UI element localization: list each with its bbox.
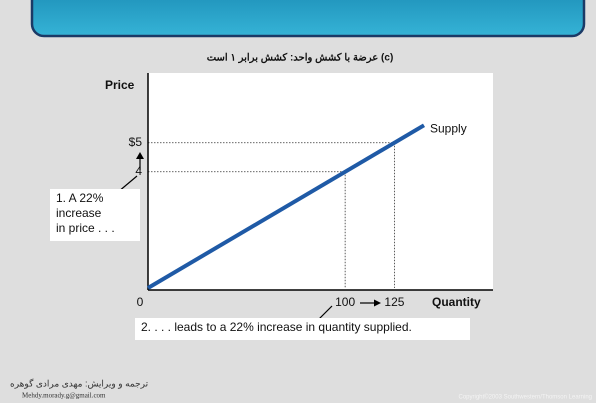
x-axis-label: Quantity (432, 295, 481, 309)
series-line (146, 123, 426, 290)
x-tick-label: 100 (335, 295, 355, 309)
arrow-head (136, 152, 144, 159)
annotation-text: 2. . . . leads to a 22% increase in quan… (141, 320, 412, 334)
x-tick-label: 0 (137, 295, 144, 309)
annotation-text: increase (56, 206, 102, 220)
x-tick-label: 125 (384, 295, 404, 309)
series-label: Supply (430, 121, 467, 135)
copyright: Copyright©2003 Southwestern/Thomson Lear… (459, 394, 593, 401)
arrow-head (374, 299, 381, 307)
y-tick-label: $5 (129, 135, 143, 149)
annotation-box (50, 189, 140, 241)
annotation-text: in price . . . (56, 221, 115, 235)
translator: ترجمه و ویرایش: مهدی مرادی گوهره (10, 377, 149, 389)
annotation-box (135, 318, 470, 340)
pointer (317, 305, 333, 321)
annotation-text: 1. A 22% (56, 191, 104, 205)
email: Mehdy.morady.g@gmail.com (22, 392, 106, 400)
header-banner (30, 0, 586, 38)
y-tick-label: 4 (135, 164, 142, 178)
y-axis-label: Price (105, 78, 135, 92)
chart-title: (c) عرضة با کشش واحد: کشش برابر ۱ است (207, 53, 394, 64)
